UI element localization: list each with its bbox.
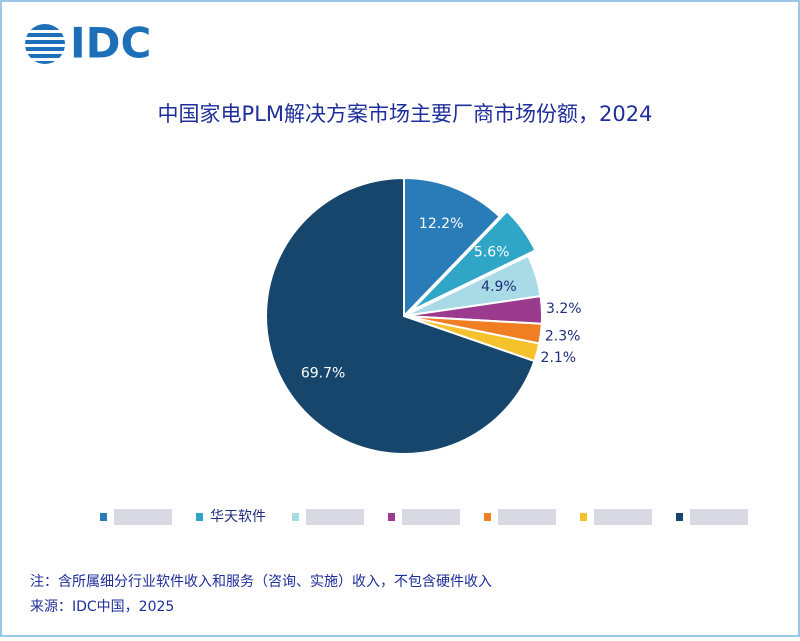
- logo-text: IDC: [70, 19, 151, 68]
- legend-blurred-label: [594, 509, 652, 525]
- data-label: 69.7%: [301, 366, 345, 382]
- data-label: 3.2%: [546, 301, 582, 317]
- logo-mark: [22, 24, 68, 64]
- legend-swatch: [100, 513, 107, 521]
- chart-title: 中国家电PLM解决方案市场主要厂商市场份额，2024: [158, 102, 653, 126]
- legend-blurred-label: [306, 509, 364, 525]
- legend-blurred-label: [498, 509, 556, 525]
- legend-swatch: [388, 513, 395, 521]
- legend-blurred-label: [402, 509, 460, 525]
- legend-blurred-label: [690, 509, 748, 525]
- note: 注：含所属细分行业软件收入和服务（咨询、实施）收入，不包含硬件收入: [30, 574, 492, 590]
- data-label: 2.1%: [541, 350, 577, 366]
- legend-swatch: [196, 513, 203, 521]
- pie-slice: [410, 209, 537, 312]
- legend-swatch: [292, 513, 299, 521]
- data-label: 4.9%: [481, 279, 517, 295]
- legend-swatch: [484, 513, 491, 521]
- legend-swatch: [676, 513, 683, 521]
- legend-blurred-label: [114, 509, 172, 525]
- legend-swatch: [580, 513, 587, 521]
- data-label: 12.2%: [419, 216, 463, 232]
- data-label: 2.3%: [545, 329, 581, 345]
- data-label: 5.6%: [474, 244, 510, 260]
- source: 来源：IDC中国，2025: [30, 599, 174, 615]
- pie-slice: [403, 176, 502, 319]
- pie-slice: [265, 176, 536, 455]
- legend-label: 华天软件: [210, 509, 266, 525]
